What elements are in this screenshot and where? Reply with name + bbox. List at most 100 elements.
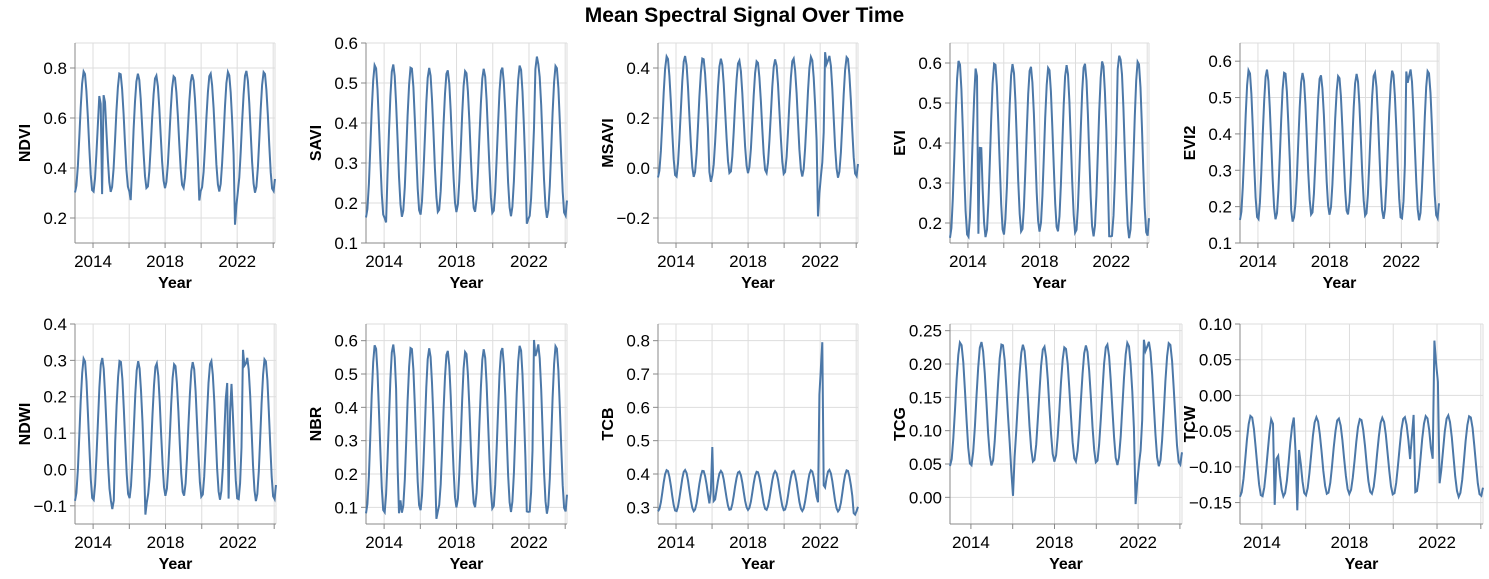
y-tick-label: −0.05 (1189, 422, 1232, 441)
x-tick-label: 2018 (1036, 533, 1074, 552)
series-line (74, 68, 276, 225)
y-tick-label: 0.4 (1208, 125, 1232, 144)
y-tick-label: 0.1 (334, 498, 358, 517)
y-tick-label: 0.25 (909, 322, 942, 341)
y-tick-label: 0.10 (1199, 315, 1232, 334)
y-tick-label: 0.3 (626, 498, 650, 517)
y-tick-label: 0.1 (1208, 234, 1232, 253)
x-tick-label: 2018 (438, 533, 476, 552)
series-line (949, 339, 1183, 505)
panel-ndvi: 2014 2018 2022 0.2 0.4 0.6 0.8 Year NDVI (17, 42, 276, 292)
series-line (657, 342, 859, 517)
y-tick-label: 0.2 (43, 209, 67, 228)
y-tick-label: 0.5 (1208, 89, 1232, 108)
y-tick-label: 0.5 (334, 365, 358, 384)
y-axis-title: TCB (600, 408, 617, 441)
y-tick-label: 0.0 (43, 460, 67, 479)
x-tick-label: 2018 (729, 252, 767, 271)
y-axis-title: EVI2 (1182, 126, 1199, 161)
y-tick-label: 0.5 (918, 94, 942, 113)
x-tick-label: 2018 (729, 533, 767, 552)
y-axis-title: NDVI (17, 124, 34, 162)
panel-tcb: 2014 2018 2022 0.3 0.4 0.5 0.6 0.7 0.8 Year TCB (600, 323, 859, 573)
y-tick-label: 0.7 (626, 365, 650, 384)
x-tick-label: 2022 (218, 252, 256, 271)
y-tick-label: 0.3 (43, 351, 67, 370)
x-axis-title: Year (450, 275, 484, 292)
y-tick-label: 0.6 (43, 109, 67, 128)
y-tick-label: 0.6 (334, 332, 358, 351)
x-axis-title: Year (450, 556, 484, 573)
y-tick-label: 0.15 (909, 388, 942, 407)
y-axis-title: NBR (308, 406, 325, 441)
x-tick-label: 2022 (801, 252, 839, 271)
y-tick-label: 0.3 (334, 432, 358, 451)
x-axis-title: Year (1049, 556, 1083, 573)
y-tick-label: 0.0 (626, 159, 650, 178)
y-tick-label: 0.4 (626, 59, 650, 78)
chart-title: Mean Spectral Signal Over Time (584, 4, 905, 27)
x-tick-label: 2014 (952, 533, 990, 552)
series-line (74, 349, 277, 515)
x-tick-label: 2014 (657, 533, 695, 552)
x-tick-label: 2018 (147, 533, 185, 552)
y-axis-title: TCW (1182, 405, 1199, 442)
series-line (949, 55, 1150, 240)
series-line (657, 52, 859, 217)
y-tick-label: 0.8 (43, 59, 67, 78)
x-tick-label: 2018 (1311, 252, 1349, 271)
panel-tcw: 2014 2018 2022 −0.15 −0.10 −0.05 0.00 0.05 0.10 Y… (1182, 315, 1484, 573)
y-tick-label: 0.5 (334, 74, 358, 93)
x-axis-title: Year (741, 275, 775, 292)
x-tick-label: 2022 (510, 533, 548, 552)
y-tick-label: 0.4 (334, 398, 358, 417)
y-tick-label: 0.05 (1199, 351, 1232, 370)
y-tick-label: 0.10 (909, 422, 942, 441)
x-axis-title: Year (1323, 275, 1357, 292)
y-tick-label: 0.2 (334, 465, 358, 484)
y-tick-label: 0.4 (334, 114, 358, 133)
y-tick-label: 0.4 (43, 159, 67, 178)
y-tick-label: 0.8 (626, 332, 650, 351)
y-tick-label: 0.2 (43, 388, 67, 407)
x-tick-label: 2018 (1021, 252, 1059, 271)
y-tick-label: 0.6 (334, 34, 358, 53)
x-tick-label: 2014 (657, 252, 695, 271)
y-tick-label: 0.2 (334, 194, 358, 213)
x-axis-title: Year (741, 556, 775, 573)
y-axis-title: NDWI (17, 403, 34, 446)
x-tick-label: 2014 (74, 533, 112, 552)
y-tick-label: 0.3 (918, 174, 942, 193)
y-tick-label: 0.4 (626, 465, 650, 484)
panel-tcg: 2014 2018 2022 0.00 0.05 0.10 0.15 0.20 0.25 Year… (892, 322, 1183, 573)
panel-evi2: 2014 2018 2022 0.1 0.2 0.3 0.4 0.5 0.6 Year EVI2 (1182, 42, 1440, 292)
x-tick-label: 2014 (949, 252, 987, 271)
x-tick-label: 2014 (1243, 533, 1281, 552)
y-tick-label: 0.2 (1208, 198, 1232, 217)
x-tick-label: 2022 (1119, 533, 1157, 552)
panel-nbr: 2014 2018 2022 0.1 0.2 0.3 0.4 0.5 0.6 Year NBR (308, 323, 568, 573)
panel-msavi: 2014 2018 2022 −0.2 0.0 0.2 0.4 Year MSAVI (600, 42, 859, 292)
y-tick-label: 0.6 (918, 54, 942, 73)
x-tick-label: 2014 (365, 252, 403, 271)
x-tick-label: 2022 (219, 533, 257, 552)
x-tick-label: 2022 (1092, 252, 1130, 271)
y-tick-label: −0.10 (1189, 458, 1232, 477)
y-axis-title: EVI (892, 130, 909, 156)
x-axis-title: Year (159, 556, 193, 573)
series-line (365, 56, 568, 225)
y-axis-title: SAVI (308, 125, 325, 161)
x-tick-label: 2022 (1418, 533, 1456, 552)
x-tick-label: 2014 (365, 533, 403, 552)
y-tick-label: 0.20 (909, 355, 942, 374)
series-line (1239, 66, 1440, 223)
x-tick-label: 2018 (1331, 533, 1369, 552)
y-tick-label: 0.05 (909, 455, 942, 474)
y-tick-label: 0.6 (1208, 52, 1232, 71)
x-tick-label: 2018 (146, 252, 184, 271)
x-axis-title: Year (1345, 556, 1379, 573)
x-tick-label: 2022 (510, 252, 548, 271)
y-tick-label: 0.1 (334, 234, 358, 253)
y-axis-title: MSAVI (600, 118, 617, 167)
